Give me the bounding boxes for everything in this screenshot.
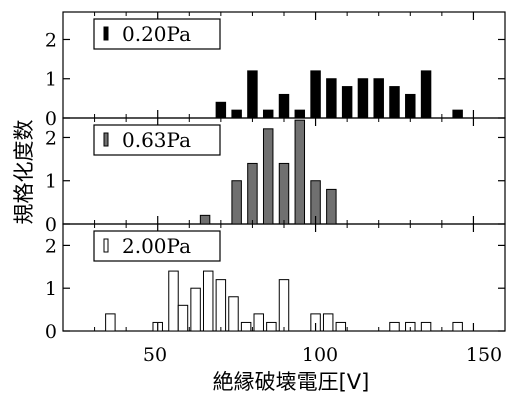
x-tick-label-150: 150 <box>466 344 502 366</box>
legend-box <box>93 230 221 262</box>
legend-box <box>93 18 221 50</box>
y-tick-label: 2 <box>45 235 57 257</box>
legend-panel-1: 0.20Pa <box>93 18 221 50</box>
bar-panel1-x75 <box>231 109 242 119</box>
x-tick-label-100: 100 <box>302 344 338 366</box>
x-axis-title: 絶縁破壊電圧[V] <box>213 370 370 394</box>
x-tick-label-50: 50 <box>143 344 167 366</box>
y-tick-label: 1 <box>45 171 57 193</box>
legend-swatch <box>103 26 109 41</box>
bar-panel3-x135 <box>420 321 432 332</box>
bar-panel1-x125 <box>389 86 400 119</box>
bar-panel1-x85 <box>262 109 274 119</box>
bar-panel1-x110 <box>341 86 353 119</box>
bar-panel2-x105 <box>326 188 337 225</box>
bar-panel2-x65 <box>199 214 211 225</box>
bar-panel3-x78 <box>240 321 252 332</box>
bar-panel2-x75 <box>231 180 242 225</box>
legend-swatch <box>103 238 109 253</box>
legend-label: 0.20Pa <box>122 22 191 46</box>
bar-panel3-x55 <box>168 270 179 332</box>
y-tick-label: 1 <box>45 69 57 91</box>
bar-panel1-x80 <box>247 70 258 119</box>
legends: 0.20Pa 0.63Pa 2.00Pa <box>93 18 221 262</box>
bar-panel1-x95 <box>294 109 306 119</box>
legend-swatch <box>103 132 109 147</box>
legend-label: 0.63Pa <box>122 128 191 152</box>
bar-panel3-x62 <box>190 287 201 332</box>
y-tick-label: 0 <box>45 214 57 236</box>
bar-panel1-x135 <box>420 70 432 119</box>
bar-panel3-x82 <box>253 313 264 332</box>
legend-label: 2.00Pa <box>122 234 191 258</box>
bar-panel2-x95 <box>294 119 306 225</box>
bar-panel2-x90 <box>278 162 290 225</box>
bar-panel3-x74 <box>228 296 239 332</box>
bar-panel3-x66 <box>202 270 214 332</box>
y-tick-label: 0 <box>45 108 57 130</box>
bar-panel3-x145 <box>452 321 463 332</box>
bar-panel3-x108 <box>335 321 347 332</box>
bar-panel2-x80 <box>247 162 258 225</box>
bar-panel3-x70 <box>215 279 227 332</box>
bar-panel3-x104 <box>322 313 334 332</box>
y-tick-label: 0 <box>45 321 57 343</box>
bar-panel3-x58 <box>177 304 189 332</box>
bar-panel3-x86 <box>266 321 277 332</box>
legend-panel-3: 2.00Pa <box>93 230 221 262</box>
bar-panel1-x115 <box>357 78 369 119</box>
panel-bars <box>105 70 463 332</box>
bar-panel3-x125 <box>389 321 400 332</box>
bar-panel2-x85 <box>262 128 274 225</box>
bar-panel1-x145 <box>452 109 463 119</box>
y-axis-title: 規格化度数 <box>12 120 36 225</box>
y-tick-label: 1 <box>45 278 57 300</box>
bar-panel3-x90 <box>278 279 290 332</box>
legend-box <box>93 124 221 156</box>
bar-panel3-x35 <box>105 313 116 332</box>
bar-panel1-x120 <box>373 78 384 119</box>
bar-panel1-x105 <box>326 78 337 119</box>
legend-panel-2: 0.63Pa <box>93 124 221 156</box>
y-tick-label: 2 <box>45 127 57 149</box>
y-tick-label: 2 <box>45 29 57 51</box>
